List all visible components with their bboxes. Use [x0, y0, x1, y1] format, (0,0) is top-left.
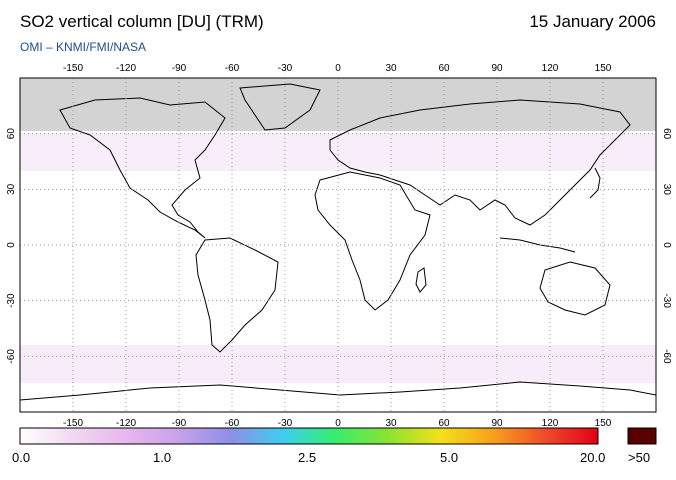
southern-so2-haze [20, 345, 656, 383]
northern-so2-haze [20, 133, 656, 171]
longitude-tick-label: 60 [438, 63, 450, 74]
longitude-tick-label: -150 [63, 418, 83, 429]
longitude-tick-label: 0 [335, 418, 341, 429]
longitude-tick-label: 30 [385, 63, 397, 74]
longitude-tick-label: -30 [278, 418, 293, 429]
latitude-labels-left: 60 30 0 -30 -60 [6, 128, 17, 364]
greenland-outline [239, 83, 321, 131]
latitude-tick-label: 0 [6, 242, 17, 248]
latitude-tick-label: -60 [6, 349, 17, 364]
colorbar-overflow-swatch [627, 427, 657, 445]
map-title: SO2 vertical column [DU] (TRM) [20, 12, 264, 31]
madagascar-outline [415, 267, 427, 293]
longitude-tick-label: -90 [172, 418, 187, 429]
longitude-tick-label: -90 [172, 63, 187, 74]
colorbar-gradient [19, 427, 599, 445]
africa-outline [314, 171, 431, 311]
longitude-labels-bottom: -150 -120 -90 -60 -30 0 30 60 90 120 150 [63, 418, 612, 429]
latitude-tick-label: 30 [661, 184, 672, 196]
latitude-tick-label: -30 [6, 293, 17, 308]
latitude-tick-label: 30 [6, 183, 17, 195]
colorbar-overflow-label: >50 [628, 450, 651, 465]
eurasia-outline [329, 99, 631, 226]
longitude-tick-label: 150 [595, 63, 612, 74]
latitude-labels-right: 60 30 0 -30 -60 [661, 128, 672, 364]
longitude-tick-label: 120 [542, 418, 559, 429]
antarctica-outline [19, 381, 657, 401]
latitude-tick-label: 60 [661, 128, 672, 140]
longitude-tick-label: -60 [225, 63, 240, 74]
longitude-tick-label: 90 [491, 418, 503, 429]
longitude-tick-label: 120 [542, 63, 559, 74]
longitude-tick-label: 90 [491, 63, 503, 74]
arctic-no-data-band [20, 78, 656, 131]
longitude-tick-label: -120 [116, 418, 136, 429]
colorbar-label-1: 1.0 [153, 450, 172, 465]
longitude-tick-label: -30 [278, 63, 293, 74]
longitude-tick-label: 60 [438, 418, 450, 429]
longitude-labels-top: -150 -120 -90 -60 -30 0 30 60 90 120 150 [63, 63, 612, 74]
north-america-outline [59, 97, 226, 239]
map-date: 15 January 2006 [529, 12, 656, 31]
colorbar-label-0: 0.0 [12, 450, 31, 465]
longitude-tick-label: -150 [63, 63, 83, 74]
latitude-tick-label: -60 [661, 349, 672, 364]
australia-outline [539, 261, 611, 316]
longitude-tick-label: -120 [116, 63, 136, 74]
map-credit: OMI – KNMI/FMI/NASA [20, 40, 147, 54]
japan-outline [589, 167, 601, 199]
south-america-outline [195, 237, 279, 353]
map-frame [19, 77, 657, 413]
colorbar-label-2: 2.5 [298, 450, 317, 465]
longitude-tick-label: 0 [335, 63, 341, 74]
latitude-tick-label: -30 [661, 293, 672, 308]
longitude-tick-label: 30 [385, 418, 397, 429]
longitude-tick-label: 150 [595, 418, 612, 429]
latitude-tick-label: 0 [661, 242, 672, 248]
longitude-tick-label: -60 [225, 418, 240, 429]
latitude-tick-label: 60 [6, 128, 17, 140]
colorbar-label-4: 20.0 [580, 450, 606, 465]
colorbar-label-3: 5.0 [440, 450, 459, 465]
